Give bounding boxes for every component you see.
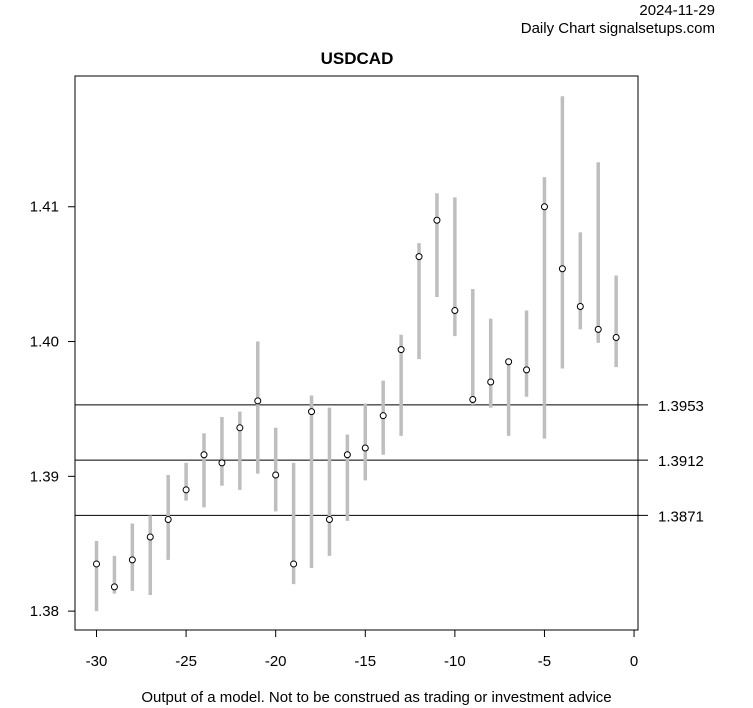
date-label: 2024-11-29 <box>639 2 715 19</box>
close-point <box>469 396 477 404</box>
close-point <box>433 216 441 224</box>
plot-frame <box>74 75 639 631</box>
level-label: 1.3912 <box>658 453 704 470</box>
chart-title: USDCAD <box>320 49 394 68</box>
close-point <box>612 333 620 341</box>
x-tick-label: -20 <box>265 653 287 670</box>
close-point <box>487 378 495 386</box>
x-tick-label: 0 <box>630 653 638 670</box>
close-point <box>343 451 351 459</box>
x-tick-label: -25 <box>175 653 197 670</box>
close-point <box>128 556 136 564</box>
y-tick-label: 1.41 <box>30 199 59 216</box>
close-point <box>505 358 513 366</box>
level-label: 1.3871 <box>658 508 704 525</box>
close-point <box>308 408 316 416</box>
close-point <box>558 265 566 273</box>
close-point <box>182 486 190 494</box>
close-point <box>254 397 262 405</box>
close-point <box>236 424 244 432</box>
y-tick-label: 1.40 <box>30 334 59 351</box>
close-point <box>576 302 584 310</box>
close-point <box>164 515 172 523</box>
level-label: 1.3953 <box>658 398 704 415</box>
y-tick-label: 1.39 <box>30 468 59 485</box>
close-point <box>397 346 405 354</box>
close-point <box>451 307 459 315</box>
y-tick-label: 1.38 <box>30 603 59 620</box>
close-point <box>415 253 423 261</box>
close-point <box>361 444 369 452</box>
close-point <box>523 366 531 374</box>
source-label: Daily Chart signalsetups.com <box>520 20 715 37</box>
close-point <box>379 412 387 420</box>
close-point <box>325 515 333 523</box>
x-tick-label: -15 <box>354 653 376 670</box>
close-point <box>110 583 118 591</box>
x-tick-label: -10 <box>444 653 466 670</box>
close-point <box>218 459 226 467</box>
close-point <box>146 533 154 541</box>
close-point <box>93 560 101 568</box>
close-point <box>540 203 548 211</box>
close-point <box>200 451 208 459</box>
close-point <box>272 471 280 479</box>
disclaimer: Output of a model. Not to be construed a… <box>141 689 612 706</box>
x-tick-label: -5 <box>538 653 551 670</box>
close-point <box>290 560 298 568</box>
close-point <box>594 325 602 333</box>
x-tick-label: -30 <box>86 653 108 670</box>
